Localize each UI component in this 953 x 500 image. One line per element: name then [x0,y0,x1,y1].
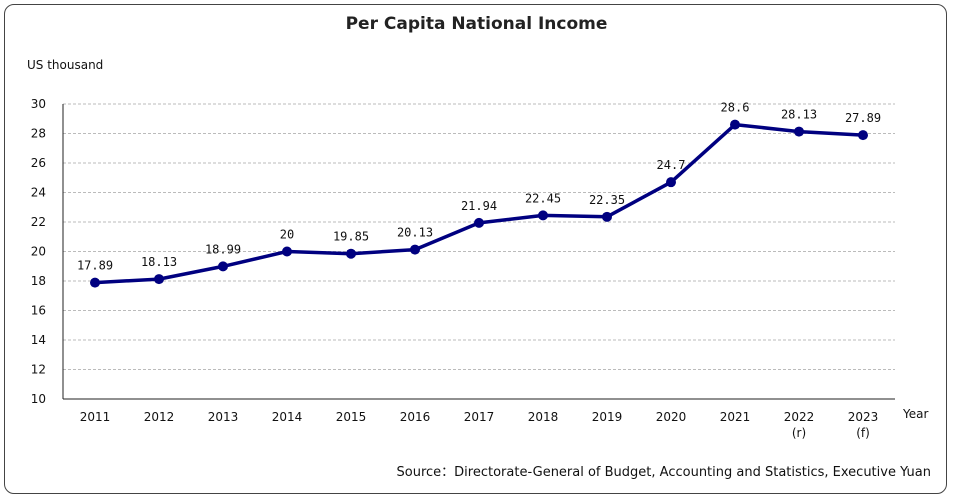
data-point [410,244,420,255]
x-tick-label: 2012 [144,410,175,424]
data-point [730,119,740,130]
x-tick-label: 2016 [400,410,431,424]
x-tick-label: 2021 [720,410,751,424]
data-labels: 17.89 18.13 18.99 20 19.85 20.13 21.94 22.45 22.… [77,101,881,273]
y-tick-label: 20 [31,245,46,259]
x-tick-label: 2017 [464,410,495,424]
x-tick-label: 2023 [848,410,879,424]
x-tick-label: 2022 [784,410,815,424]
data-point [538,210,548,221]
data-point [154,274,164,285]
y-tick-label: 10 [31,392,46,406]
data-point [794,126,804,137]
y-axis-label: US thousand [27,58,103,72]
data-point [666,177,676,188]
data-label: 20 [280,228,294,242]
data-label: 22.45 [525,191,561,205]
y-tick-labels: 10 12 14 16 18 20 22 24 26 28 30 [31,97,46,406]
y-tick-label: 28 [31,127,46,141]
x-tick-label: 2020 [656,410,687,424]
x-tick-label: (f) [856,426,870,440]
data-point [474,217,484,228]
data-point [218,261,228,272]
x-tick-label: 2013 [208,410,239,424]
chart-title: Per Capita National Income [345,14,608,34]
data-label: 21.94 [461,199,497,213]
data-label: 17.89 [77,259,113,273]
data-points [90,119,868,288]
y-tick-label: 26 [31,156,46,170]
y-tick-label: 14 [31,333,46,347]
y-tick-label: 30 [31,97,46,111]
data-label: 28.6 [721,101,750,115]
data-label: 20.13 [397,226,433,240]
y-tick-label: 24 [31,186,46,200]
y-tick-label: 12 [31,363,46,377]
axes [62,104,895,400]
x-tick-labels: 2011 2012 2013 2014 2015 2016 2017 2018 2019 2020… [80,410,879,440]
data-label: 28.13 [781,108,817,122]
data-point [858,130,868,141]
y-tick-label: 22 [31,215,46,229]
data-point [602,211,612,222]
data-label: 18.99 [205,242,241,256]
data-label: 24.7 [657,158,686,172]
y-tick-label: 18 [31,274,46,288]
data-label: 27.89 [845,111,881,125]
data-point [90,277,100,288]
x-tick-label: (r) [792,426,806,440]
source-note: Source：Directorate-General of Budget, Ac… [396,465,931,480]
y-tick-label: 16 [31,304,46,318]
data-label: 22.35 [589,193,625,207]
x-axis-label: Year [902,407,928,421]
data-point [282,246,292,257]
x-tick-label: 2011 [80,410,111,424]
chart-frame [4,4,947,494]
gridlines [63,103,895,370]
x-tick-label: 2015 [336,410,367,424]
x-tick-label: 2019 [592,410,623,424]
x-tick-label: 2018 [528,410,559,424]
x-tick-label: 2014 [272,410,303,424]
data-point [346,248,356,259]
data-label: 18.13 [141,255,177,269]
data-label: 19.85 [333,230,369,244]
